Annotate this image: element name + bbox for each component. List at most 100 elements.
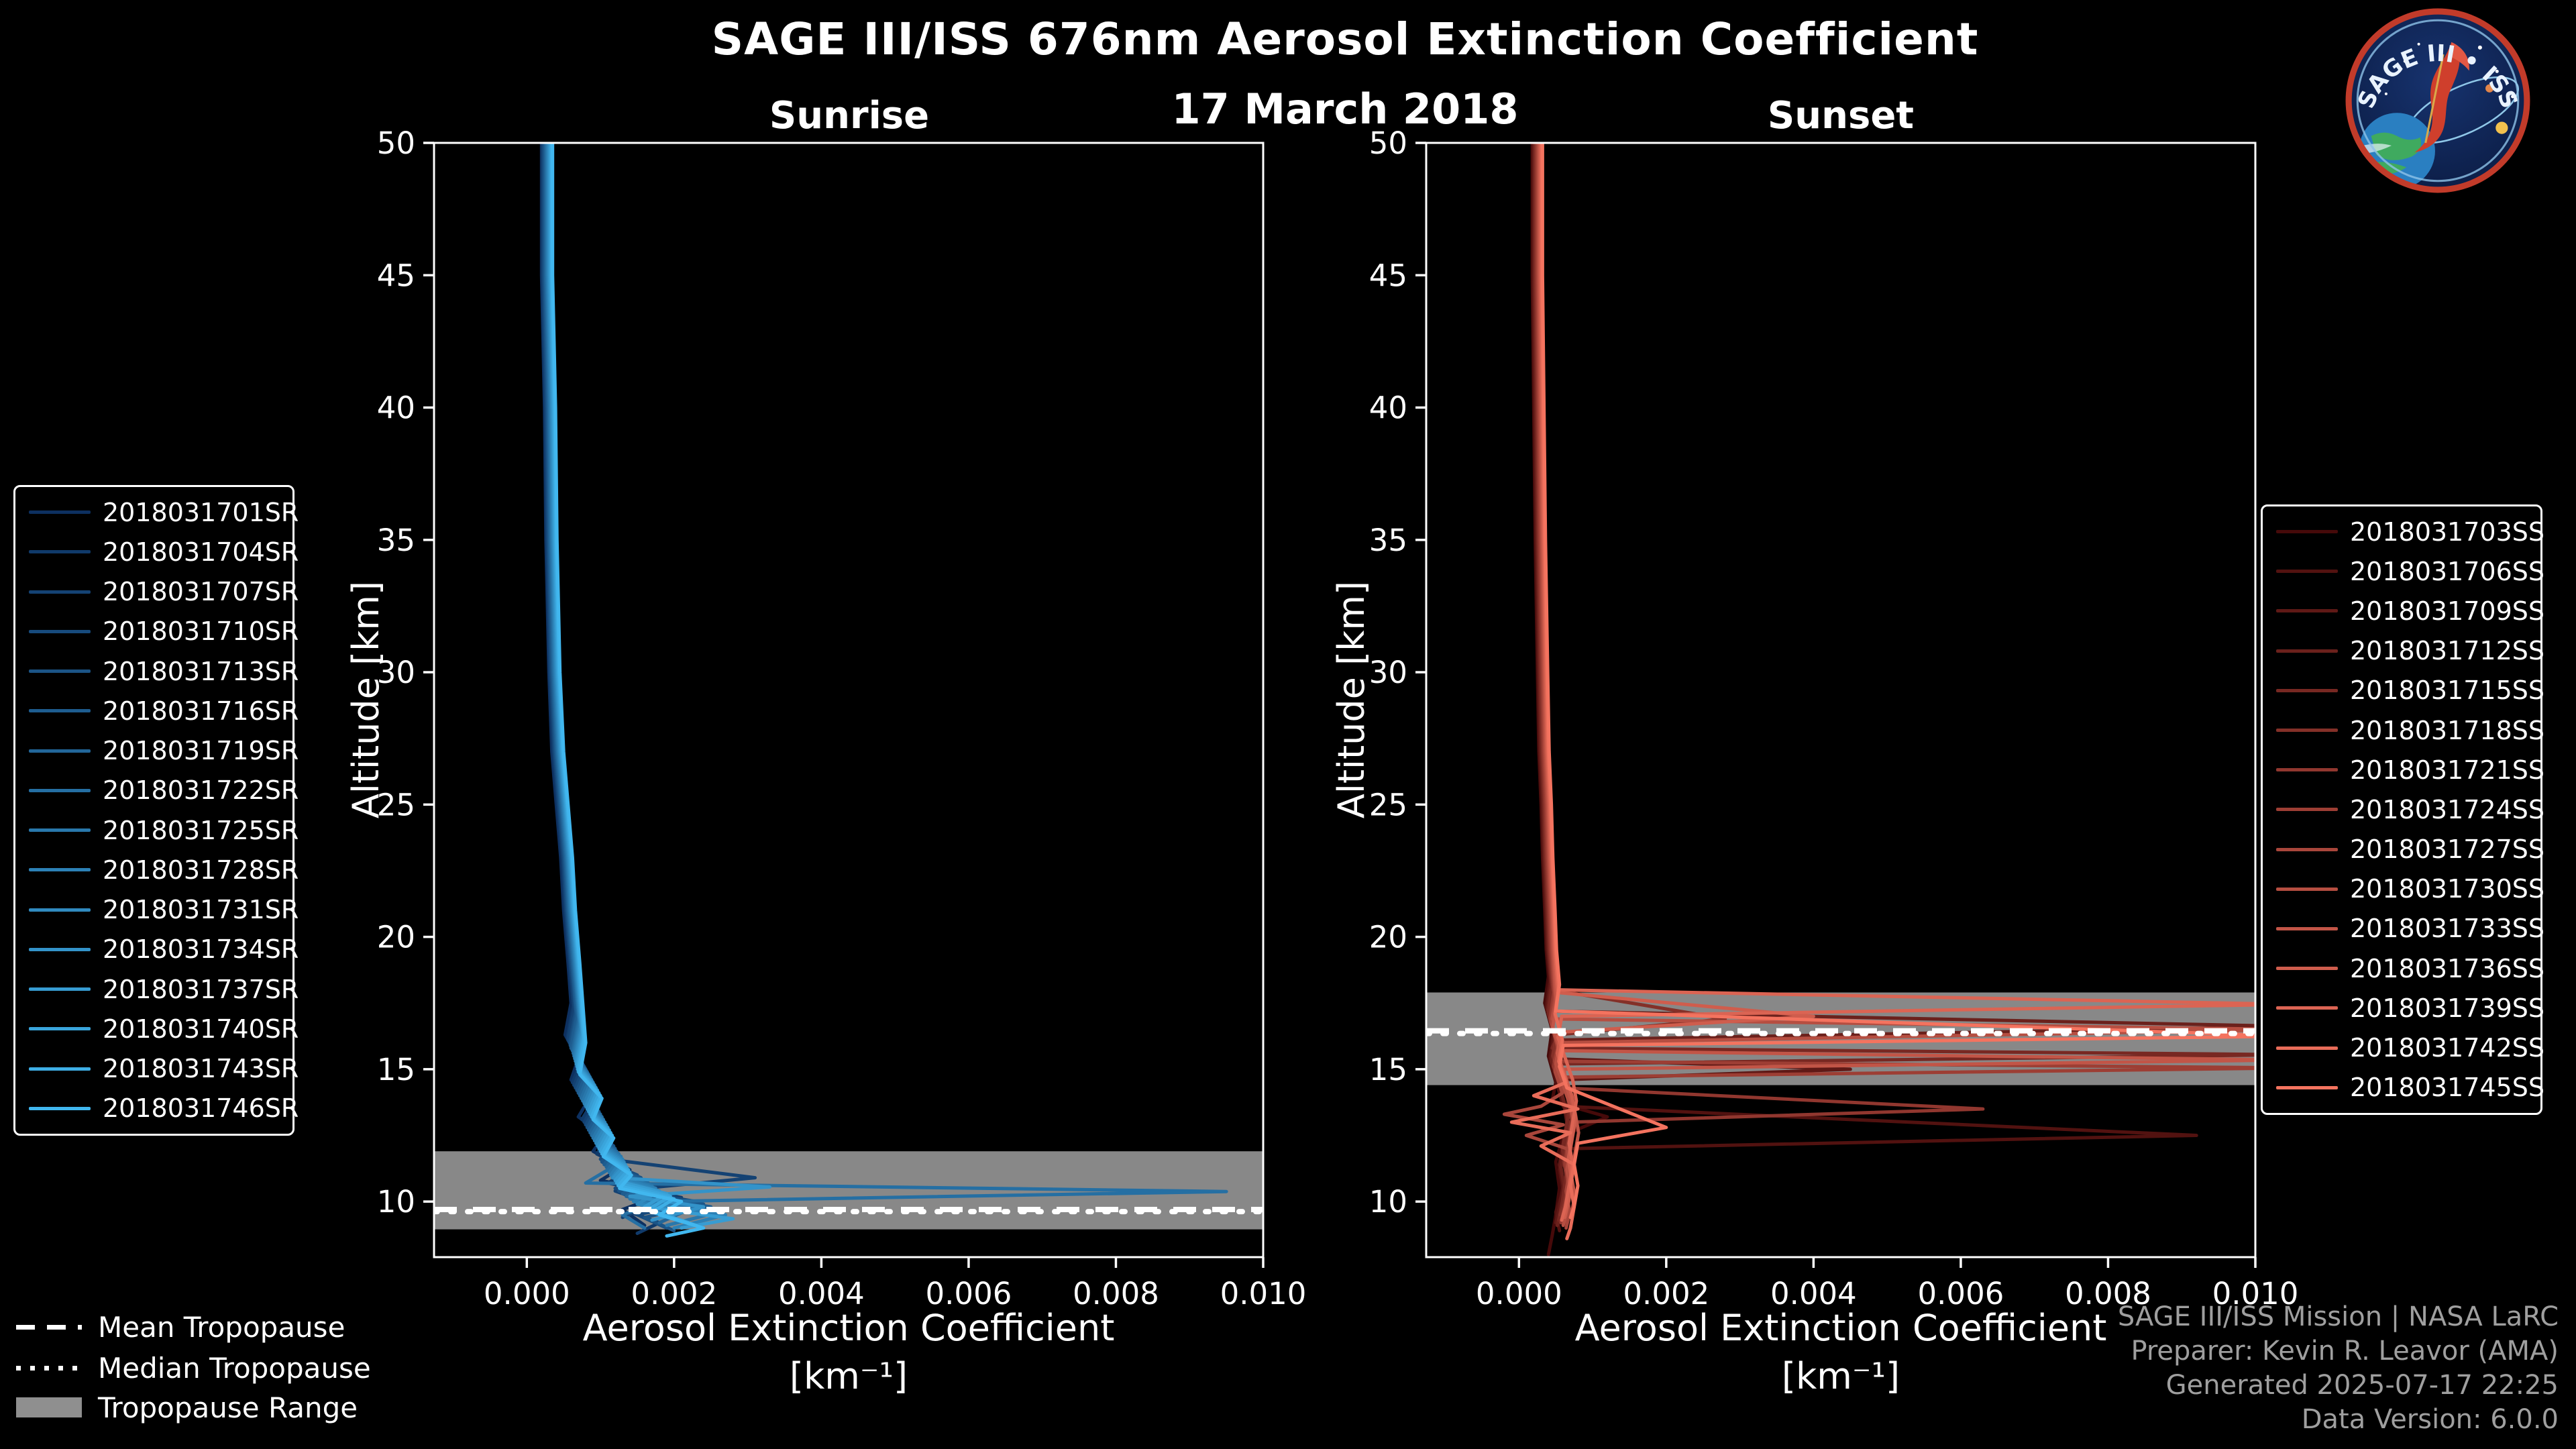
- profile-line: [543, 143, 713, 1214]
- sunrise-event-legend: 2018031701SR 2018031704SR 2018031707SR 2018…: [13, 485, 299, 1136]
- y-tick-label: 35: [1369, 523, 1407, 558]
- x-tick-label: 0.002: [631, 1276, 717, 1311]
- y-tick-label: 15: [1369, 1052, 1407, 1087]
- dashed-line-sample: [16, 1324, 82, 1330]
- profile-line: [1540, 143, 2255, 1220]
- x-tick-label: 0.006: [926, 1276, 1012, 1311]
- legend-item-label: 2018031713SR: [103, 656, 299, 686]
- tropopause-range-label: Tropopause Range: [98, 1391, 358, 1424]
- x-tick-label: 0.008: [1073, 1276, 1159, 1311]
- legend-item-label: 2018031739SS: [2350, 993, 2545, 1023]
- legend-line-sample: [29, 550, 91, 554]
- legend-item: 2018031719SR: [15, 736, 299, 765]
- legend-item-label: 2018031715SS: [2350, 676, 2545, 706]
- legend-line-sample: [2276, 570, 2338, 574]
- y-tick-label: 30: [1369, 655, 1407, 690]
- credit-generated: Generated 2025-07-17 22:25: [2165, 1370, 2559, 1401]
- legend-line-sample: [29, 1027, 91, 1031]
- legend-line-sample: [29, 828, 91, 833]
- legend-line-sample: [2276, 1046, 2338, 1050]
- panel-title-sunset: Sunset: [1767, 94, 1915, 138]
- credit-data-version: Data Version: 6.0.0: [2301, 1404, 2559, 1435]
- legend-line-sample: [2276, 530, 2338, 534]
- legend-item-label: 2018031721SS: [2350, 755, 2545, 785]
- legend-item: 2018031725SR: [15, 816, 299, 845]
- y-tick-label: 20: [1369, 920, 1407, 955]
- legend-line-sample: [2276, 649, 2338, 653]
- legend-item: 2018031737SR: [15, 975, 299, 1004]
- profile-line: [550, 143, 698, 1228]
- legend-item: 2018031743SR: [15, 1054, 299, 1083]
- plot-border: [433, 142, 1265, 1258]
- legend-line-sample: [2276, 768, 2338, 772]
- profile-line: [547, 143, 684, 1212]
- x-tick-label: 0.010: [2212, 1276, 2299, 1311]
- profile-line: [545, 143, 1228, 1230]
- legend-item-label: 2018031725SR: [103, 815, 299, 845]
- legend-item-label: 2018031745SS: [2350, 1073, 2545, 1103]
- legend-item-label: 2018031722SR: [103, 775, 299, 806]
- dotted-line-sample: [16, 1365, 82, 1371]
- legend-item: 2018031724SS: [2263, 795, 2544, 824]
- y-tick-label: 35: [377, 523, 415, 558]
- legend-line-sample: [2276, 688, 2338, 692]
- legend-line-sample: [29, 908, 91, 912]
- legend-item: 2018031707SR: [15, 577, 299, 606]
- legend-item-label: 2018031718SS: [2350, 715, 2545, 745]
- legend-item: 2018031712SS: [2263, 636, 2544, 665]
- legend-item-label: 2018031710SR: [103, 616, 299, 647]
- legend-line-sample: [29, 511, 91, 515]
- y-tick-label: 45: [1369, 258, 1407, 293]
- legend-item: 2018031704SR: [15, 537, 299, 567]
- y-tick-label: 50: [1369, 125, 1407, 161]
- legend-item: 2018031745SS: [2263, 1073, 2544, 1102]
- legend-item-label: 2018031707SR: [103, 577, 299, 607]
- legend-line-sample: [2276, 1085, 2338, 1089]
- page-date: 17 March 2018: [1171, 85, 1519, 133]
- sunset-plot: 0.000 0.002 0.004 0.006 0.008 0.010 10 15 20 25 30…: [1369, 125, 2299, 1311]
- profile-line: [551, 143, 706, 1238]
- legend-item: 2018031710SR: [15, 616, 299, 646]
- legend-item-label: 2018031736SS: [2350, 953, 2545, 983]
- legend-line-sample: [2276, 967, 2338, 971]
- profile-line: [540, 143, 684, 1235]
- legend-item: 2018031718SS: [2263, 716, 2544, 745]
- legend-item: 2018031727SS: [2263, 835, 2544, 864]
- x-tick-label: 0.004: [1770, 1276, 1857, 1311]
- x-tick-label: 0.002: [1623, 1276, 1709, 1311]
- legend-item: 2018031701SR: [15, 498, 299, 527]
- legend-item-label: 2018031737SR: [103, 974, 299, 1004]
- legend-item: 2018031746SR: [15, 1093, 299, 1123]
- legend-line-sample: [29, 788, 91, 792]
- legend-item-label: 2018031727SS: [2350, 835, 2545, 865]
- legend-item: 2018031709SS: [2263, 596, 2544, 626]
- legend-line-sample: [29, 868, 91, 872]
- legend-item: 2018031703SS: [2263, 517, 2544, 547]
- legend-item-label: 2018031704SR: [103, 537, 299, 567]
- panel-title-sunrise: Sunrise: [769, 94, 930, 138]
- legend-item-label: 2018031716SR: [103, 696, 299, 726]
- legend-line-sample: [29, 629, 91, 633]
- legend-item: 2018031739SS: [2263, 994, 2544, 1023]
- plot-border: [1425, 142, 2257, 1258]
- logo-planet-icon: [2496, 121, 2508, 134]
- x-axis-units-sunrise: [km⁻¹]: [789, 1355, 908, 1397]
- profile-line: [549, 143, 691, 1225]
- legend-line-sample: [29, 749, 91, 753]
- y-tick-label: 10: [1369, 1184, 1407, 1220]
- legend-item: 2018031734SR: [15, 934, 299, 964]
- y-tick-label: 50: [377, 125, 415, 161]
- profile-line: [545, 143, 720, 1228]
- sunset-event-legend: 2018031703SS 2018031706SS 2018031709SS 2018…: [2261, 504, 2545, 1115]
- legend-line-sample: [29, 1106, 91, 1110]
- legend-item-label: 2018031706SS: [2350, 556, 2545, 586]
- legend-line-sample: [29, 947, 91, 951]
- y-tick-label: 10: [377, 1184, 415, 1220]
- legend-item: 2018031742SS: [2263, 1033, 2544, 1063]
- legend-item: 2018031736SS: [2263, 954, 2544, 983]
- x-tick-label: 0.004: [778, 1276, 865, 1311]
- legend-item-mean-tropopause: Mean Tropopause: [16, 1308, 345, 1346]
- legend-item-label: 2018031724SS: [2350, 794, 2545, 824]
- legend-item: 2018031730SS: [2263, 874, 2544, 904]
- legend-item: 2018031721SS: [2263, 755, 2544, 785]
